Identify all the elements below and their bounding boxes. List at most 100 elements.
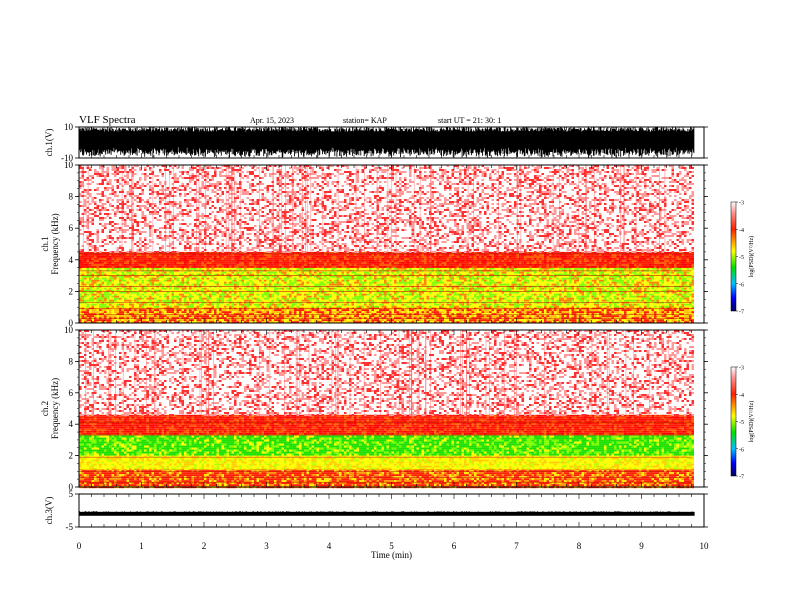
- spectro-cell: [584, 289, 587, 292]
- spectro-cell: [286, 311, 289, 314]
- spectro-cell: [506, 307, 509, 310]
- spectro-cell: [346, 283, 349, 286]
- spectro-cell: [576, 311, 579, 314]
- spectro-cell: [289, 275, 292, 278]
- spectro-cell: [169, 275, 172, 278]
- spectro-cell: [371, 309, 374, 312]
- spectro-cell: [431, 273, 434, 276]
- spectro-cell: [351, 315, 354, 318]
- spectro-cell: [301, 275, 304, 278]
- spectro-cell: [554, 281, 557, 284]
- spectro-cell: [274, 309, 277, 312]
- spectro-cell: [656, 267, 659, 270]
- spectro-cell: [634, 307, 637, 310]
- spectro-cell: [241, 311, 244, 314]
- spectro-cell: [299, 289, 302, 292]
- spectro-cell: [186, 279, 189, 282]
- spectro-cell: [276, 321, 279, 324]
- spectro-cell: [519, 319, 522, 322]
- spectro-cell: [199, 289, 202, 292]
- spectro-cell: [206, 307, 209, 310]
- spectro-cell: [321, 279, 324, 282]
- spectro-cell: [129, 273, 132, 276]
- spectro-cell: [619, 281, 622, 284]
- spectro-cell: [666, 287, 669, 290]
- spectro-cell: [321, 289, 324, 292]
- spectro-cell: [184, 277, 187, 280]
- spectro-cell: [139, 275, 142, 278]
- spectro-cell: [454, 273, 457, 276]
- spectro-cell: [261, 311, 264, 314]
- spectro-cell: [179, 277, 182, 280]
- spectro-cell: [634, 287, 637, 290]
- spectro-cell: [469, 287, 472, 290]
- spectro-cell: [349, 307, 352, 310]
- spectro-cell: [671, 309, 674, 312]
- spectro-cell: [251, 281, 254, 284]
- spectro-cell: [296, 315, 299, 318]
- spectro-cell: [394, 267, 397, 270]
- spectro-cell: [509, 311, 512, 314]
- spectro-cell: [581, 281, 584, 284]
- spectro-cell: [284, 289, 287, 292]
- spectro-cell: [499, 311, 502, 314]
- spectro-cell: [324, 315, 327, 318]
- spectro-cell: [434, 281, 437, 284]
- spectro-cell: [166, 321, 169, 324]
- spectro-cell: [359, 267, 362, 270]
- spectro-cell: [669, 307, 672, 310]
- spectro-cell: [604, 321, 607, 324]
- spectro-cell: [411, 307, 414, 310]
- spectro-cell: [244, 281, 247, 284]
- spectro-cell: [226, 271, 229, 274]
- spectro-cell: [216, 279, 219, 282]
- spectro-cell: [484, 279, 487, 282]
- spectro-cell: [574, 321, 577, 324]
- spectro-cell: [484, 309, 487, 312]
- spectro-cell: [134, 321, 137, 324]
- spectro-cell: [326, 273, 329, 276]
- spectro-cell: [356, 321, 359, 324]
- spectro-cell: [624, 267, 627, 270]
- spectro-cell: [549, 271, 552, 274]
- spectro-cell: [361, 287, 364, 290]
- spectro-cell: [669, 273, 672, 276]
- spectro-cell: [321, 267, 324, 270]
- spectro-cell: [576, 267, 579, 270]
- spectro-cell: [641, 287, 644, 290]
- spectro-cell: [429, 277, 432, 280]
- spectro-cell: [591, 273, 594, 276]
- spectro-cell: [276, 315, 279, 318]
- spectro-cell: [604, 307, 607, 310]
- spectro-cell: [156, 289, 159, 292]
- spectro-cell: [96, 271, 99, 274]
- spectro-cell: [364, 287, 367, 290]
- spectro-cell: [554, 273, 557, 276]
- spectro-cell: [286, 271, 289, 274]
- spectro-cell: [194, 267, 197, 270]
- spectro-cell: [486, 287, 489, 290]
- spectro-cell: [184, 279, 187, 282]
- spectro-cell: [99, 279, 102, 282]
- spectro-cell: [396, 315, 399, 318]
- spectro-cell: [254, 275, 257, 278]
- spectro-cell: [251, 273, 254, 276]
- spectro-cell: [559, 273, 562, 276]
- spectro-cell: [196, 271, 199, 274]
- spectro-cell: [486, 271, 489, 274]
- spectro-cell: [324, 275, 327, 278]
- spectro-cell: [544, 273, 547, 276]
- spectro-cell: [509, 307, 512, 310]
- spectro-cell: [149, 277, 152, 280]
- spectro-cell: [611, 315, 614, 318]
- spectro-cell: [136, 273, 139, 276]
- spectro-cell: [166, 289, 169, 292]
- spectro-cell: [444, 287, 447, 290]
- spectro-cell: [259, 309, 262, 312]
- spectro-cell: [494, 307, 497, 310]
- spectro-cell: [584, 321, 587, 324]
- spectro-cell: [464, 281, 467, 284]
- spectro-cell: [599, 271, 602, 274]
- spectro-cell: [674, 279, 677, 282]
- spectro-cell: [471, 281, 474, 284]
